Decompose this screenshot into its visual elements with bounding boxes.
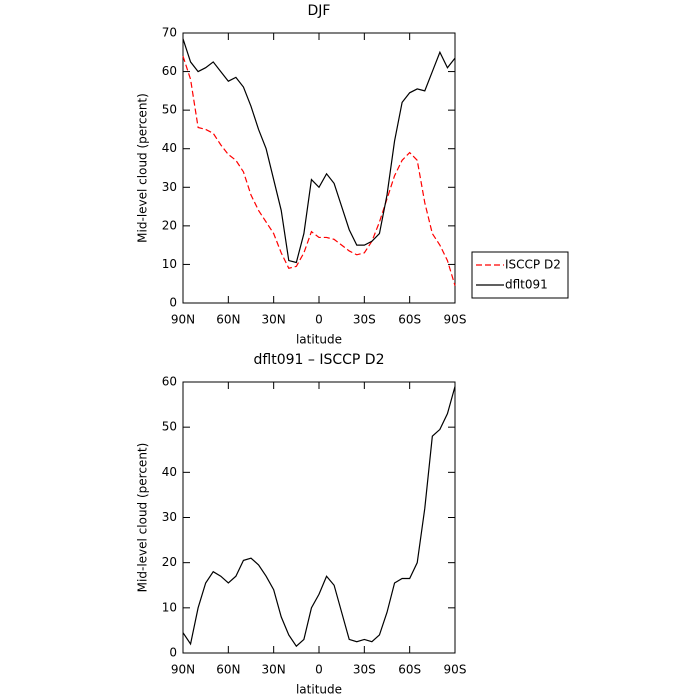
x-tick-label: 30S <box>353 663 376 677</box>
y-tick-label: 20 <box>162 555 177 569</box>
y-axis-label: Mid-level cloud (percent) <box>136 443 150 593</box>
x-tick-label: 90S <box>444 663 467 677</box>
y-tick-label: 20 <box>162 218 177 232</box>
x-tick-label: 60S <box>398 313 421 327</box>
y-tick-label: 40 <box>162 465 177 479</box>
y-tick-label: 30 <box>162 180 177 194</box>
plot-frame <box>182 381 456 654</box>
chart-title: DJF <box>308 3 331 19</box>
x-tick-label: 30S <box>353 313 376 327</box>
x-tick-label: 90S <box>444 313 467 327</box>
y-tick-label: 60 <box>162 375 177 389</box>
y-tick-label: 0 <box>169 296 177 310</box>
x-tick-label: 0 <box>315 313 323 327</box>
y-tick-label: 0 <box>169 646 177 660</box>
x-tick-label: 90N <box>171 313 195 327</box>
x-tick-label: 60S <box>398 663 421 677</box>
x-tick-label: 30N <box>262 663 286 677</box>
x-tick-label: 30N <box>262 313 286 327</box>
y-tick-label: 60 <box>162 64 177 78</box>
legend-label: ISCCP D2 <box>505 258 561 272</box>
x-tick-label: 90N <box>171 663 195 677</box>
series-line <box>182 55 456 286</box>
y-tick-label: 50 <box>162 103 177 117</box>
y-tick-label: 50 <box>162 420 177 434</box>
legend-box <box>471 251 569 299</box>
y-tick-label: 30 <box>162 510 177 524</box>
y-tick-label: 10 <box>162 257 177 271</box>
series-line <box>182 38 456 264</box>
x-tick-label: 60N <box>216 663 240 677</box>
plot-frame <box>182 32 456 304</box>
x-tick-label: 0 <box>315 663 323 677</box>
legend-label: dflt091 <box>505 278 548 292</box>
y-axis-label: Mid-level cloud (percent) <box>136 93 150 243</box>
series-line <box>182 386 456 648</box>
chart-title: dflt091 – ISCCP D2 <box>254 352 385 368</box>
y-tick-label: 70 <box>162 26 177 40</box>
x-axis-label: latitude <box>296 683 342 697</box>
y-tick-label: 10 <box>162 600 177 614</box>
x-axis-label: latitude <box>296 333 342 347</box>
y-tick-label: 40 <box>162 141 177 155</box>
x-tick-label: 60N <box>216 313 240 327</box>
